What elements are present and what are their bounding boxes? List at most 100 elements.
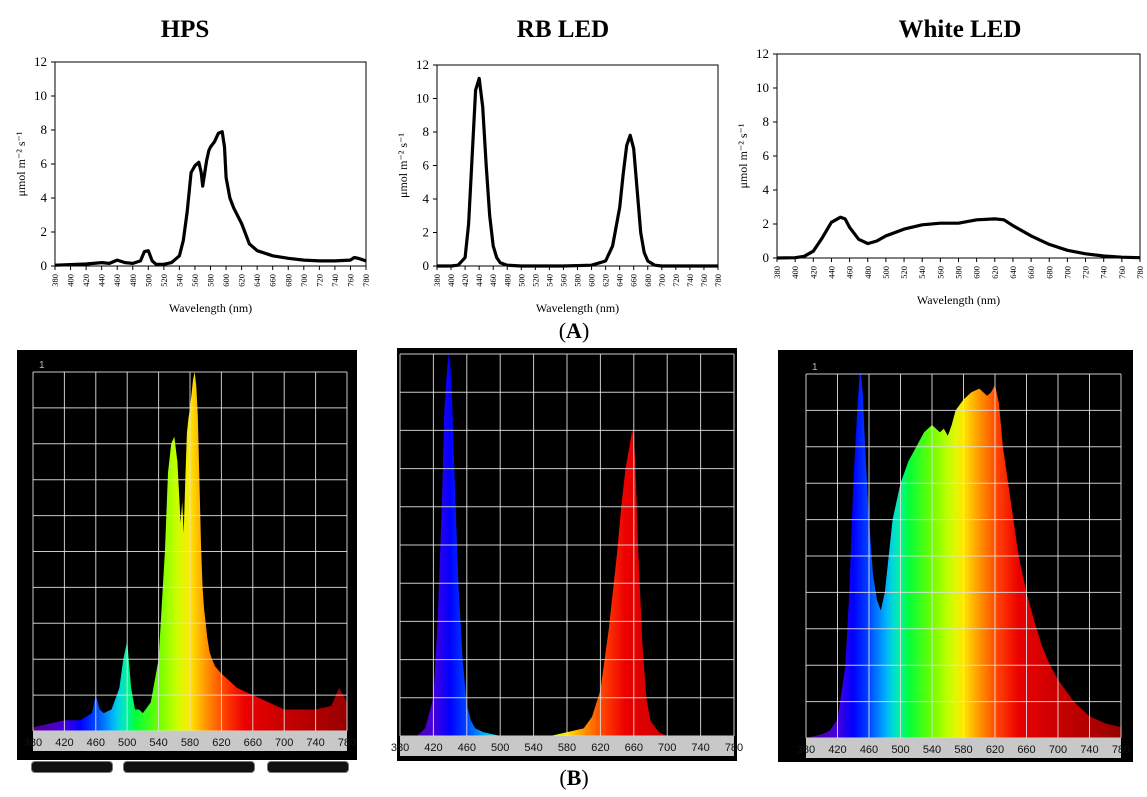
plot-frame [436, 64, 719, 267]
y-tick-label: 12 [416, 57, 429, 72]
x-axis-label: Wavelength (nm) [917, 293, 1000, 307]
x-tick-label: 680 [1044, 266, 1054, 279]
x-axis-strip [33, 731, 347, 751]
x-tick-label: 460 [112, 274, 122, 287]
x-tick-label: 580 [954, 744, 972, 756]
x-tick-label: 460 [458, 742, 476, 754]
chart-title-rb-led: RB LED [516, 16, 610, 43]
x-tick-label: 460 [87, 737, 105, 749]
x-tick-label: 700 [1062, 266, 1072, 279]
x-tick-label: 740 [685, 274, 695, 287]
x-tick-label: 540 [149, 737, 167, 749]
x-tick-label: 660 [1017, 744, 1035, 756]
x-tick-label: 380 [24, 737, 42, 749]
x-tick-label: 400 [66, 274, 76, 287]
x-tick-label: 720 [1081, 266, 1091, 279]
x-tick-label: 620 [990, 266, 1000, 279]
x-tick-label: 740 [1099, 266, 1109, 279]
x-tick-label: 420 [808, 266, 818, 279]
x-tick-label: 740 [306, 737, 324, 749]
x-tick-label: 480 [863, 266, 873, 279]
y-tick-label: 10 [416, 91, 429, 106]
x-tick-label: 420 [81, 274, 91, 287]
x-tick-label: 680 [643, 274, 653, 287]
x-tick-label: 740 [691, 742, 709, 754]
plot-frame [54, 61, 367, 267]
x-tick-label: 760 [699, 274, 709, 287]
x-tick-label: 660 [625, 742, 643, 754]
x-tick-label: 560 [190, 274, 200, 287]
x-tick-label: 580 [558, 742, 576, 754]
x-tick-label: 460 [488, 274, 498, 287]
x-tick-label: 380 [391, 742, 409, 754]
x-tick-label: 380 [432, 274, 442, 287]
y-tick-label: 4 [41, 190, 48, 205]
y-tick-label: 4 [763, 182, 770, 197]
x-tick-label: 380 [772, 266, 782, 279]
chart-title-white-led: White LED [898, 16, 1022, 43]
x-tick-label: 600 [587, 274, 597, 287]
x-tick-label: 700 [658, 742, 676, 754]
top-scale-label: 1 [812, 362, 818, 373]
x-tick-label: 780 [338, 737, 356, 749]
x-tick-label: 760 [345, 274, 355, 287]
y-tick-label: 12 [34, 54, 47, 69]
y-axis-label: μmol m⁻² s⁻¹ [396, 133, 410, 198]
x-tick-label: 420 [460, 274, 470, 287]
x-tick-label: 440 [474, 274, 484, 287]
x-tick-label: 620 [237, 274, 247, 287]
x-tick-label: 600 [972, 266, 982, 279]
y-tick-label: 8 [763, 114, 770, 129]
x-tick-label: 660 [629, 274, 639, 287]
x-tick-label: 780 [713, 274, 723, 287]
x-tick-label: 620 [591, 742, 609, 754]
y-tick-label: 2 [41, 224, 48, 239]
x-tick-label: 540 [544, 274, 554, 287]
x-tick-label: 640 [252, 274, 262, 287]
x-tick-label: 380 [797, 744, 815, 756]
x-tick-label: 620 [986, 744, 1004, 756]
rb-led-line-chart: 0 2 4 6 8 10 12 380 400 420 440 460 480 500 520 540 560 5… [396, 57, 723, 315]
x-tick-label: 400 [790, 266, 800, 279]
y-tick-label: 0 [763, 250, 770, 265]
x-tick-label: 420 [55, 737, 73, 749]
x-tick-label: 500 [891, 744, 909, 756]
panel-label-a: (A) [558, 318, 590, 343]
white-led-spectrum-chart: 380 420 460 500 540 580 620 660 700 740 780 1 [797, 362, 1130, 758]
y-tick-label: 2 [763, 216, 770, 231]
x-tick-label: 500 [491, 742, 509, 754]
x-tick-label: 600 [221, 274, 231, 287]
x-tick-label: 480 [128, 274, 138, 287]
y-tick-label: 6 [423, 158, 430, 173]
x-tick-label: 480 [502, 274, 512, 287]
hps-line-chart: 0 2 4 6 8 10 12 380 400 420 440 460 480 500 520 540 560 5… [14, 54, 371, 315]
y-tick-label: 8 [423, 124, 430, 139]
x-tick-label: 420 [424, 742, 442, 754]
x-tick-label: 560 [935, 266, 945, 279]
chart-title-hps: HPS [160, 16, 210, 43]
y-tick-label: 12 [756, 46, 769, 61]
x-tick-label: 780 [1135, 266, 1145, 279]
x-tick-label: 460 [860, 744, 878, 756]
rb-led-spectrum-chart: 380 420 460 500 540 580 620 660 700 740 780 [391, 353, 743, 756]
x-tick-label: 500 [118, 737, 136, 749]
hps-spectrum-chart: 380 420 460 500 540 580 620 660 700 740 780 1 [24, 360, 356, 751]
x-tick-label: 520 [530, 274, 540, 287]
white-led-line-chart: 0 2 4 6 8 10 12 380 400 420 440 460 480 500 520 540 560 5… [736, 46, 1145, 307]
x-axis-label: Wavelength (nm) [169, 301, 252, 315]
x-tick-label: 700 [299, 274, 309, 287]
x-tick-label: 700 [275, 737, 293, 749]
x-tick-label: 640 [1008, 266, 1018, 279]
x-axis-strip [806, 738, 1121, 758]
x-tick-label: 560 [558, 274, 568, 287]
x-tick-label: 540 [923, 744, 941, 756]
x-tick-label: 580 [573, 274, 583, 287]
x-tick-label: 580 [954, 266, 964, 279]
y-tick-label: 0 [41, 258, 48, 273]
y-tick-label: 10 [34, 88, 47, 103]
x-tick-label: 640 [615, 274, 625, 287]
frame-button [31, 761, 113, 773]
x-tick-label: 400 [446, 274, 456, 287]
x-tick-label: 680 [283, 274, 293, 287]
x-tick-label: 580 [181, 737, 199, 749]
